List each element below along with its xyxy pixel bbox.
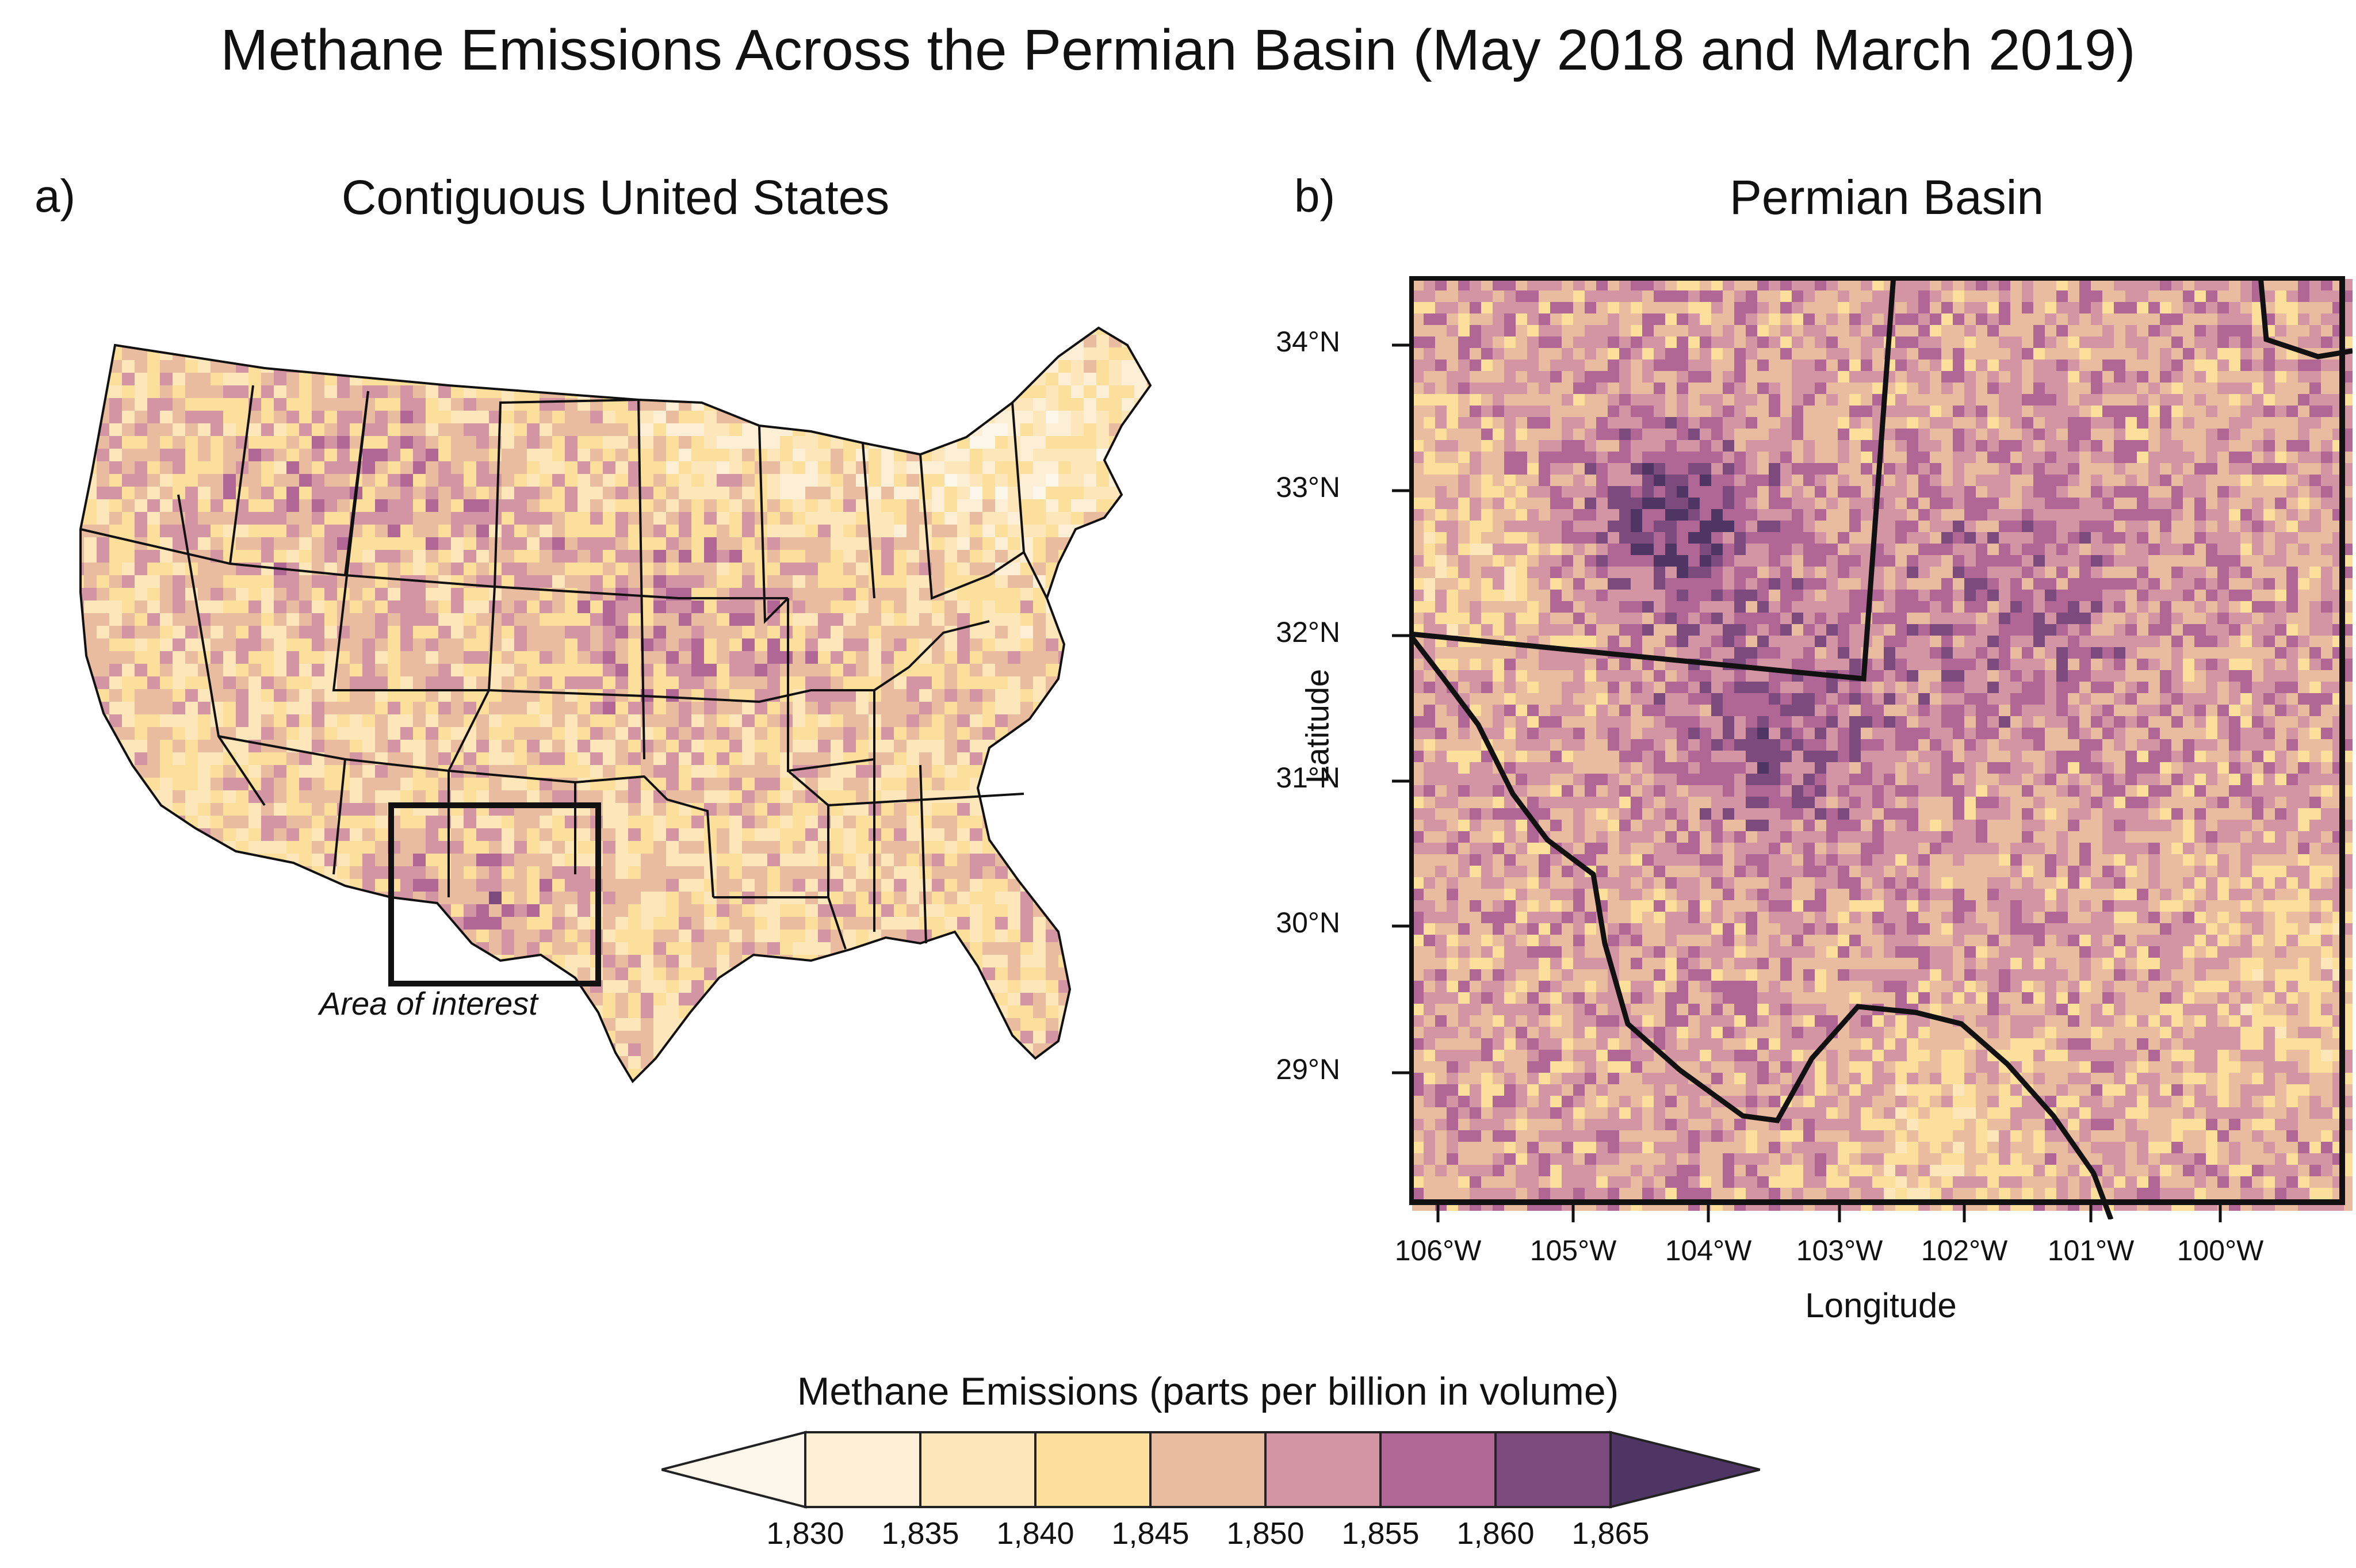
y-tick-label: 29°N [1208, 1053, 1340, 1086]
colorbar [661, 1427, 1760, 1513]
us-map [46, 322, 1265, 1116]
area-of-interest-label: Area of interest [319, 985, 538, 1022]
colorbar-tick-label: 1,840 [978, 1516, 1093, 1551]
x-tick-marks [1409, 1202, 2353, 1231]
y-tick-label: 30°N [1208, 906, 1340, 939]
colorbar-swatch [805, 1432, 920, 1507]
colorbar-swatch [1035, 1432, 1150, 1507]
colorbar-tick-label: 1,845 [1093, 1516, 1208, 1551]
colorbar-tick-label: 1,850 [1208, 1516, 1323, 1551]
colorbar-swatch [1150, 1432, 1265, 1507]
colorbar-extend-high [1611, 1432, 1760, 1507]
panel-b-title: Permian Basin [1542, 170, 2232, 225]
x-tick-label: 103°W [1776, 1234, 1903, 1267]
panel-b-label: b) [1294, 170, 1335, 223]
x-tick-label: 105°W [1510, 1234, 1636, 1267]
colorbar-tick-label: 1,855 [1323, 1516, 1438, 1551]
colorbar-swatch [1496, 1432, 1611, 1507]
colorbar-extend-low [661, 1432, 805, 1507]
y-tick-marks [1380, 276, 1415, 1219]
x-tick-label: 101°W [2028, 1234, 2154, 1267]
y-tick-label: 34°N [1208, 325, 1340, 358]
panel-a-label: a) [35, 170, 75, 223]
colorbar-tick-label: 1,830 [748, 1516, 863, 1551]
y-tick-label: 33°N [1208, 471, 1340, 504]
colorbar-tick-label: 1,835 [863, 1516, 978, 1551]
us-methane-raster [46, 322, 1198, 1116]
colorbar-tick-label: 1,860 [1438, 1516, 1553, 1551]
main-title: Methane Emissions Across the Permian Bas… [0, 17, 2356, 83]
colorbar-title: Methane Emissions (parts per billion in … [575, 1369, 1841, 1414]
x-tick-label: 104°W [1645, 1234, 1772, 1267]
permian-map [1409, 276, 2353, 1219]
x-axis-label: Longitude [1737, 1286, 2025, 1325]
x-tick-label: 106°W [1375, 1234, 1501, 1267]
colorbar-swatch [1380, 1432, 1496, 1507]
x-tick-label: 100°W [2157, 1234, 2284, 1267]
x-tick-label: 102°W [1901, 1234, 2028, 1267]
y-axis-label: Latitude [1299, 640, 1336, 813]
colorbar-tick-label: 1,865 [1553, 1516, 1668, 1551]
colorbar-swatch [920, 1432, 1035, 1507]
colorbar-swatch [1265, 1432, 1380, 1507]
panel-a-title: Contiguous United States [242, 170, 989, 225]
